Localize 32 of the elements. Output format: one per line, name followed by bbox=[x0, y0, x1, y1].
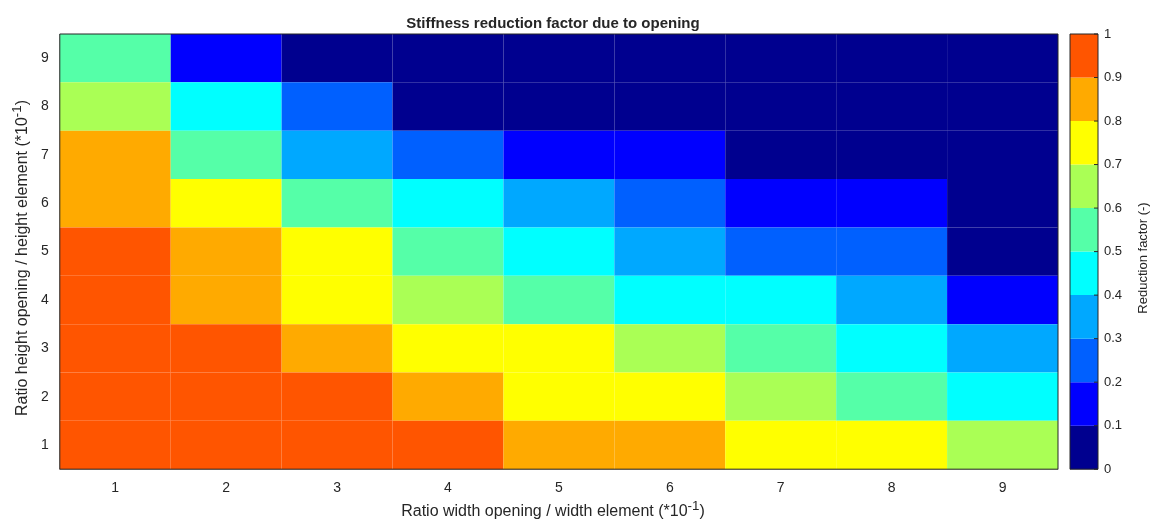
x-tick-label: 4 bbox=[444, 479, 453, 496]
x-axis-title: Ratio width opening / width element (*10$^{-1}$) bbox=[400, 498, 706, 521]
color-bar-label: 0.6 bbox=[1104, 199, 1123, 215]
color-bar-label: 0.4 bbox=[1104, 286, 1123, 302]
y-tick-label: 4 bbox=[40, 290, 49, 307]
color-bar-label: 0.7 bbox=[1104, 156, 1123, 172]
color-bar-label: 0 bbox=[1104, 460, 1112, 476]
x-tick-label: 9 bbox=[998, 479, 1007, 496]
color-bar-label: 0.1 bbox=[1104, 417, 1123, 433]
x-tick-label: 2 bbox=[222, 479, 231, 496]
y-tick-label: 7 bbox=[40, 145, 49, 162]
color-bar-label: 0.5 bbox=[1104, 243, 1123, 259]
y-tick-label: 3 bbox=[40, 339, 49, 356]
y-tick-label: 8 bbox=[40, 97, 49, 114]
color-bar-label: 0.9 bbox=[1104, 69, 1123, 85]
x-tick-label: 1 bbox=[111, 479, 120, 496]
color-bar-label: 0.3 bbox=[1104, 330, 1123, 346]
color-bar-label: 0.2 bbox=[1104, 373, 1123, 389]
x-tick-label: 8 bbox=[887, 479, 896, 496]
color-bar-title: Reduction factor (-) bbox=[1134, 202, 1150, 314]
x-tick-label: 7 bbox=[776, 479, 785, 496]
x-tick-label: 5 bbox=[554, 479, 563, 496]
x-tick-label: 6 bbox=[665, 479, 674, 496]
y-tick-label: 1 bbox=[40, 435, 49, 452]
y-tick-label: 6 bbox=[40, 194, 49, 211]
color-bar-label: 0.8 bbox=[1104, 112, 1123, 128]
chart-title: Stiffness reduction factor due to opening bbox=[405, 14, 701, 31]
y-tick-label: 5 bbox=[40, 242, 49, 259]
color-bar-label: 1 bbox=[1104, 25, 1112, 41]
x-tick-label: 3 bbox=[333, 479, 342, 496]
y-tick-label: 9 bbox=[40, 49, 49, 66]
y-tick-label: 2 bbox=[40, 387, 49, 404]
